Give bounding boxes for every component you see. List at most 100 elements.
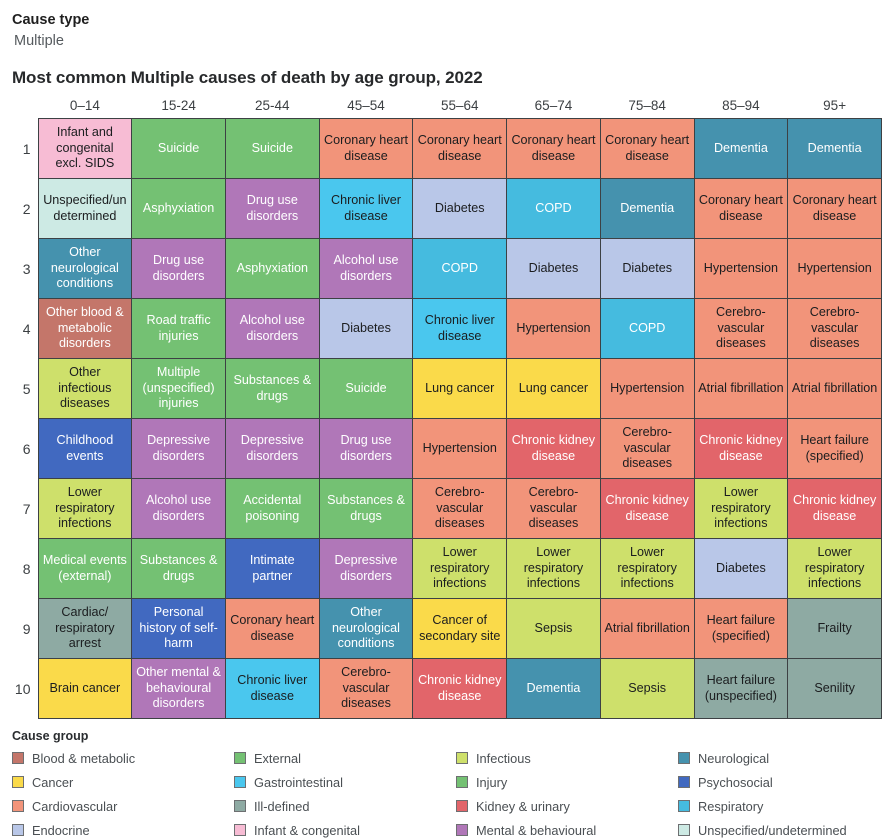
cause-cell[interactable]: Coronary heart disease	[506, 118, 601, 179]
cause-cell[interactable]: Multiple (unspecified) injuries	[131, 358, 226, 419]
cause-cell[interactable]: Substances & drugs	[224, 358, 320, 419]
cause-cell[interactable]: Suicide	[131, 118, 226, 179]
cause-cell[interactable]: Medical events (external)	[37, 538, 133, 599]
cause-cell[interactable]: Frailty	[787, 598, 882, 659]
cause-cell[interactable]: COPD	[599, 298, 695, 359]
cause-cell[interactable]: Cerebro-vascular diseases	[693, 298, 789, 359]
cause-cell[interactable]: Lower respiratory infections	[37, 478, 133, 539]
cause-cell[interactable]: Other neurological conditions	[318, 598, 414, 659]
cause-cell[interactable]: Diabetes	[318, 298, 414, 359]
cause-cell[interactable]: Dementia	[787, 118, 882, 179]
cause-cell[interactable]: Atrial fibrillation	[787, 358, 882, 419]
cause-cell[interactable]: Coronary heart disease	[599, 118, 695, 179]
cause-cell[interactable]: Suicide	[318, 358, 414, 419]
legend-item[interactable]: Endocrine	[12, 820, 234, 840]
cause-cell[interactable]: Hypertension	[787, 238, 882, 299]
cause-cell[interactable]: Hypertension	[599, 358, 695, 419]
cause-cell[interactable]: Drug use disorders	[224, 178, 320, 239]
cause-cell[interactable]: Cerebro-vascular diseases	[412, 478, 508, 539]
cause-cell[interactable]: Lower respiratory infections	[693, 478, 789, 539]
cause-cell[interactable]: Atrial fibrillation	[599, 598, 695, 659]
cause-cell[interactable]: Cerebro-vascular diseases	[506, 478, 601, 539]
cause-cell[interactable]: Asphyxiation	[131, 178, 226, 239]
cause-cell[interactable]: Alcohol use disorders	[131, 478, 226, 539]
cause-cell[interactable]: Hypertension	[412, 418, 508, 479]
cause-cell[interactable]: Atrial fibrillation	[693, 358, 789, 419]
cause-cell[interactable]: Chronic kidney disease	[599, 478, 695, 539]
cause-cell[interactable]: Chronic kidney disease	[506, 418, 601, 479]
cause-cell[interactable]: Dementia	[693, 118, 789, 179]
cause-cell[interactable]: Dementia	[506, 658, 601, 719]
cause-cell[interactable]: Heart failure (specified)	[787, 418, 882, 479]
cause-cell[interactable]: Sepsis	[599, 658, 695, 719]
cause-cell[interactable]: Lower respiratory infections	[599, 538, 695, 599]
legend-item[interactable]: External	[234, 748, 456, 768]
cause-cell[interactable]: Accidental poisoning	[224, 478, 320, 539]
cause-cell[interactable]: Coronary heart disease	[224, 598, 320, 659]
cause-cell[interactable]: Depressive disorders	[224, 418, 320, 479]
cause-cell[interactable]: Heart failure (unspecified)	[693, 658, 789, 719]
legend-item[interactable]: Neurological	[678, 748, 890, 768]
cause-cell[interactable]: Cancer of secondary site	[412, 598, 508, 659]
cause-cell[interactable]: Depressive disorders	[318, 538, 414, 599]
cause-cell[interactable]: Cerebro-vascular diseases	[787, 298, 882, 359]
cause-cell[interactable]: Depressive disorders	[131, 418, 226, 479]
cause-cell[interactable]: Personal history of self-harm	[131, 598, 226, 659]
cause-cell[interactable]: Asphyxiation	[224, 238, 320, 299]
legend-item[interactable]: Infectious	[456, 748, 678, 768]
cause-cell[interactable]: Coronary heart disease	[693, 178, 789, 239]
cause-cell[interactable]: Lower respiratory infections	[506, 538, 601, 599]
cause-cell[interactable]: Other blood & metabolic disorders	[37, 298, 133, 359]
legend-item[interactable]: Injury	[456, 772, 678, 792]
cause-cell[interactable]: Road traffic injuries	[131, 298, 226, 359]
cause-cell[interactable]: Other infectious diseases	[37, 358, 133, 419]
cause-cell[interactable]: Diabetes	[693, 538, 789, 599]
cause-cell[interactable]: Alcohol use disorders	[224, 298, 320, 359]
cause-cell[interactable]: Coronary heart disease	[318, 118, 414, 179]
legend-item[interactable]: Unspecified/undetermined	[678, 820, 890, 840]
cause-cell[interactable]: Brain cancer	[37, 658, 133, 719]
cause-cell[interactable]: Substances & drugs	[131, 538, 226, 599]
cause-cell[interactable]: Cardiac/ respiratory arrest	[37, 598, 133, 659]
cause-type-filter[interactable]: Cause type Multiple	[0, 0, 890, 52]
cause-cell[interactable]: Chronic liver disease	[412, 298, 508, 359]
cause-cell[interactable]: Dementia	[599, 178, 695, 239]
cause-cell[interactable]: Unspecified/undetermined	[37, 178, 133, 239]
cause-cell[interactable]: Coronary heart disease	[412, 118, 508, 179]
legend-item[interactable]: Infant & congenital	[234, 820, 456, 840]
cause-cell[interactable]: Other mental & behavioural disorders	[131, 658, 226, 719]
cause-cell[interactable]: Drug use disorders	[131, 238, 226, 299]
cause-cell[interactable]: Lung cancer	[506, 358, 601, 419]
cause-cell[interactable]: Senility	[787, 658, 882, 719]
cause-cell[interactable]: Lower respiratory infections	[787, 538, 882, 599]
cause-cell[interactable]: Other neurological conditions	[37, 238, 133, 299]
cause-cell[interactable]: Chronic kidney disease	[693, 418, 789, 479]
cause-cell[interactable]: Substances & drugs	[318, 478, 414, 539]
cause-cell[interactable]: Drug use disorders	[318, 418, 414, 479]
cause-cell[interactable]: Hypertension	[506, 298, 601, 359]
cause-cell[interactable]: Diabetes	[506, 238, 601, 299]
cause-cell[interactable]: Intimate partner	[224, 538, 320, 599]
legend-item[interactable]: Blood & metabolic	[12, 748, 234, 768]
legend-item[interactable]: Respiratory	[678, 796, 890, 816]
cause-cell[interactable]: Lung cancer	[412, 358, 508, 419]
cause-cell[interactable]: Cerebro-vascular diseases	[599, 418, 695, 479]
legend-item[interactable]: Ill-defined	[234, 796, 456, 816]
cause-cell[interactable]: Infant and congenital excl. SIDS	[37, 118, 133, 179]
cause-cell[interactable]: Coronary heart disease	[787, 178, 882, 239]
cause-cell[interactable]: Childhood events	[37, 418, 133, 479]
cause-cell[interactable]: Chronic liver disease	[318, 178, 414, 239]
cause-cell[interactable]: Sepsis	[506, 598, 601, 659]
cause-cell[interactable]: Alcohol use disorders	[318, 238, 414, 299]
legend-item[interactable]: Psychosocial	[678, 772, 890, 792]
cause-cell[interactable]: Chronic liver disease	[224, 658, 320, 719]
cause-cell[interactable]: Chronic kidney disease	[412, 658, 508, 719]
legend-item[interactable]: Cancer	[12, 772, 234, 792]
legend-item[interactable]: Mental & behavioural	[456, 820, 678, 840]
legend-item[interactable]: Gastrointestinal	[234, 772, 456, 792]
cause-cell[interactable]: Lower respiratory infections	[412, 538, 508, 599]
cause-cell[interactable]: COPD	[412, 238, 508, 299]
cause-cell[interactable]: COPD	[506, 178, 601, 239]
legend-item[interactable]: Kidney & urinary	[456, 796, 678, 816]
legend-item[interactable]: Cardiovascular	[12, 796, 234, 816]
